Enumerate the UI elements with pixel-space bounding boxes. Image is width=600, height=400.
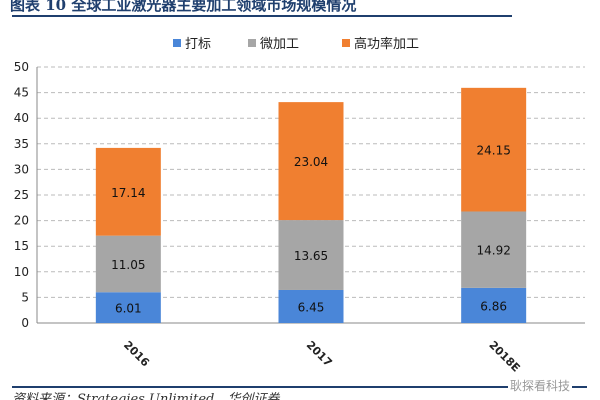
y-tick-label: 40	[14, 111, 29, 125]
x-tick-label: 2018E	[486, 338, 522, 374]
bar-segment	[278, 220, 344, 290]
y-tick-label: 50	[14, 60, 29, 74]
y-tick-label: 0	[21, 316, 29, 330]
bar-segment	[461, 211, 527, 288]
data-label: 6.45	[298, 300, 325, 314]
legend-swatch	[248, 39, 256, 47]
x-tick-label: 2016	[121, 338, 152, 369]
y-tick-label: 5	[21, 290, 29, 304]
data-label: 23.04	[294, 155, 328, 169]
y-tick-label: 10	[14, 265, 29, 279]
footer-rule	[12, 386, 587, 388]
watermark: 耿探看科技	[508, 377, 573, 394]
bar-segment	[278, 289, 344, 323]
bar-segment	[278, 102, 344, 221]
data-label: 24.15	[476, 144, 510, 158]
data-label: 11.05	[111, 258, 145, 272]
legend-swatch	[342, 39, 350, 47]
y-tick-label: 25	[14, 188, 29, 202]
data-label: 14.92	[476, 244, 510, 258]
data-label: 6.86	[480, 299, 507, 313]
y-tick-label: 45	[14, 86, 29, 100]
data-label: 6.01	[115, 302, 142, 316]
data-label: 13.65	[294, 249, 328, 263]
y-tick-label: 35	[14, 137, 29, 151]
y-tick-label: 20	[14, 214, 29, 228]
legend-swatch	[173, 39, 181, 47]
legend-label: 微加工	[260, 37, 299, 52]
bar-segment	[461, 87, 527, 212]
source-note: 资料来源：Strategies Unlimited，华创证券	[12, 392, 280, 400]
x-tick-label: 2017	[304, 338, 335, 369]
data-label: 17.14	[111, 186, 145, 200]
bar-segment	[95, 147, 161, 236]
title-rule	[12, 15, 512, 17]
y-tick-label: 30	[14, 162, 29, 176]
y-tick-label: 15	[14, 239, 29, 253]
legend-label: 打标	[185, 37, 211, 52]
bar-segment	[95, 292, 161, 323]
bar-segment	[461, 287, 527, 323]
legend-label: 高功率加工	[354, 36, 419, 52]
bar-segment	[95, 235, 161, 293]
chart-title: 图表 10 全球工业激光器主要加工领域市场规模情况	[10, 0, 357, 14]
